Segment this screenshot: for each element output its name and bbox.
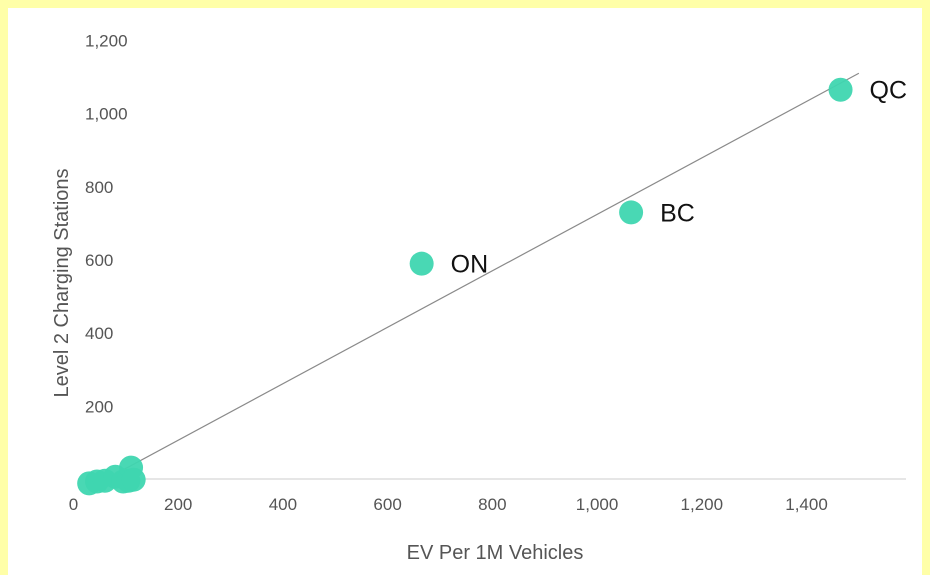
- point-labels: ON BC QC: [451, 77, 907, 279]
- x-tick-label: 400: [269, 495, 297, 514]
- data-points: [77, 77, 853, 496]
- trend-line: [104, 72, 860, 481]
- y-tick-label: 1,200: [85, 31, 128, 50]
- point-label: ON: [451, 251, 489, 279]
- point-label: BC: [660, 199, 695, 227]
- y-axis-title: Level 2 Charging Stations: [51, 168, 73, 397]
- y-tick-label: 800: [85, 178, 113, 197]
- data-point: [619, 200, 644, 225]
- y-tick-label: 600: [85, 251, 113, 270]
- x-tick-label: 800: [478, 495, 506, 514]
- scatter-chart: 0 200 400 600 800 1,000 1,200 0 200 400 600 800 1,0…: [51, 31, 907, 564]
- x-tick-label: 0: [69, 495, 78, 514]
- y-tick-label: 1,000: [85, 105, 128, 124]
- y-tick-label: 200: [85, 397, 113, 416]
- data-point: [409, 251, 434, 276]
- data-point: [121, 467, 146, 492]
- x-tick-label: 1,200: [681, 495, 724, 514]
- chart-area: 0 200 400 600 800 1,000 1,200 0 200 400 600 800 1,0…: [8, 8, 922, 575]
- x-tick-label: 600: [373, 495, 401, 514]
- x-tick-label: 200: [164, 495, 192, 514]
- x-axis-title: EV Per 1M Vehicles: [407, 542, 584, 564]
- x-tick-label: 1,000: [576, 495, 619, 514]
- data-point: [828, 77, 853, 102]
- x-tick-labels: 0 200 400 600 800 1,000 1,200 1,400: [69, 495, 828, 514]
- y-tick-label: 400: [85, 324, 113, 343]
- x-tick-label: 1,400: [785, 495, 828, 514]
- point-label: QC: [870, 77, 908, 105]
